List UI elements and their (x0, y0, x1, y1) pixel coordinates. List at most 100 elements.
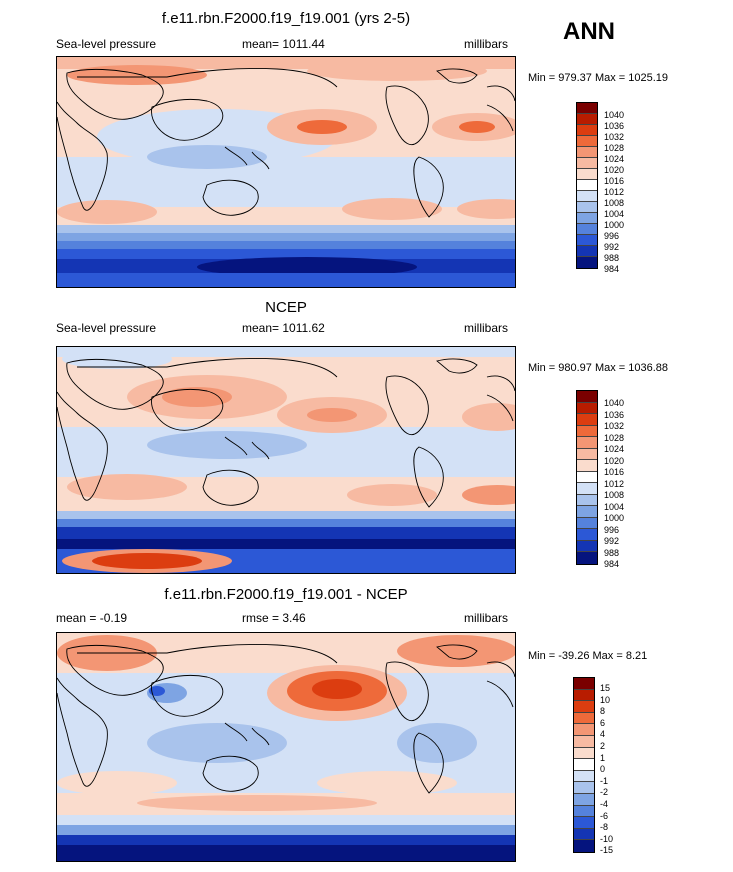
panel-3-colorbar-label: 15 (600, 683, 611, 693)
panel-3-colorbar-label: -15 (600, 845, 614, 856)
panel-1-colorbar-swatch (577, 158, 597, 169)
panel-3-colorbar-swatch (574, 770, 594, 783)
panel-3-minmax: Min = -39.26 Max = 8.21 (528, 650, 648, 662)
panel-2-minmax: Min = 980.97 Max = 1036.88 (528, 362, 669, 374)
panel-1-colorbar-swatch (577, 114, 597, 125)
panel-1-colorbar-label: 992 (604, 242, 620, 252)
panel-1-colorbar-label: 1028 (604, 143, 625, 153)
panel-1-colorbar-swatch (577, 257, 597, 268)
panel-3-map-field (57, 633, 515, 861)
panel-3-rmse-label: rmse = 3.46 (242, 611, 306, 625)
panel-2-colorbar-swatch (577, 414, 597, 426)
panel-2-colorbar-swatch (577, 540, 597, 552)
panel-2-colorbar-label: 1016 (604, 467, 625, 477)
panel-2-colorbar-label: 1008 (604, 490, 625, 500)
panel-2-colorbar-label: 988 (604, 547, 620, 558)
panel-1-colorbar-label: 1016 (604, 176, 625, 186)
panel-3-colorbar-swatch (574, 712, 594, 725)
panel-3-colorbar-label: 10 (600, 694, 611, 705)
panel-2-colorbar-swatch (577, 471, 597, 483)
panel-2-colorbar-swatch (577, 425, 597, 437)
panel-3-colorbar-swatch (574, 724, 594, 736)
panel-1-colorbar-label: 1004 (604, 209, 625, 219)
panel-2-colorbar-swatch (577, 448, 597, 460)
panel-3-colorbar-label: 2 (600, 741, 606, 751)
panel-2-colorbar-swatch (577, 402, 597, 414)
panel-1-colorbar-label: 1040 (604, 110, 625, 120)
panel-1-colorbar-label: 1012 (604, 187, 625, 197)
panel-3-colorbar-swatch (574, 735, 594, 748)
panel-1-map-field (57, 57, 515, 287)
panel-1-colorbar-swatch (577, 202, 597, 213)
panel-3-colorbar-label: -2 (600, 787, 609, 798)
panel-3-colorbar-label: -6 (600, 810, 609, 821)
panel-3-colorbar-swatch (574, 828, 594, 841)
panel-1-colorbar-label: 1000 (604, 220, 625, 230)
panel-1-colorbar-swatch (577, 136, 597, 147)
panel-2-colorbar-swatch (577, 437, 597, 449)
panel-2-colorbar-label: 1004 (604, 501, 625, 512)
panel-3-colorbar-swatch (574, 747, 594, 760)
panel-2-colorbar-label: 1024 (604, 444, 625, 454)
panel-3-colorbar-label: 4 (600, 729, 606, 740)
panel-2-colorbar-swatch (577, 517, 597, 529)
season-label: ANN (563, 18, 615, 45)
panel-1-colorbar-swatch (577, 180, 597, 191)
panel-2-variable-label: Sea-level pressure (56, 321, 157, 335)
panel-3-colorbar-label: 0 (600, 764, 606, 775)
panel-3-colorbar-swatch (574, 689, 594, 702)
panel-2-colorbar-label: 1028 (604, 432, 625, 443)
panel-2-colorbar-swatch (577, 506, 597, 518)
panel-2-colorbar-swatch (577, 460, 597, 472)
panel-2-units-label: millibars (464, 321, 509, 335)
panel-1-map (56, 56, 516, 288)
panel-1-colorbar-label: 1036 (604, 121, 625, 131)
panel-1-colorbar-swatch (577, 224, 597, 235)
panel-2-colorbar-label: 1036 (604, 409, 625, 420)
panel-2-colorbar-label: 1000 (604, 513, 625, 523)
panel-1-colorbar-label: 1008 (604, 198, 625, 208)
panel-3-colorbar (573, 677, 595, 853)
panel-3-colorbar-swatch (574, 793, 594, 806)
panel-3-colorbar-label: 1 (600, 752, 606, 763)
panel-1-colorbar-label: 988 (604, 253, 620, 263)
panel-2-colorbar-swatch (577, 391, 597, 403)
panel-1-minmax: Min = 979.37 Max = 1025.19 (528, 72, 669, 84)
panel-2-map-field (57, 347, 515, 573)
panel-3-units-label: millibars (464, 611, 509, 625)
panel-1-colorbar-swatch (577, 191, 597, 202)
panel-1-colorbar-label: 1024 (604, 154, 625, 164)
panel-2-colorbar-label: 992 (604, 536, 620, 546)
panel-2-colorbar-swatch (577, 552, 597, 564)
panel-3-colorbar-label: 6 (600, 717, 606, 728)
panel-1-units-label: millibars (464, 37, 509, 51)
panel-2-title: NCEP (265, 299, 307, 316)
panel-3-colorbar-swatch (574, 805, 594, 818)
panel-2-colorbar-label: 1020 (604, 455, 625, 466)
panel-1-colorbar-label: 1032 (604, 132, 625, 142)
panel-1-colorbar-swatch (577, 147, 597, 158)
panel-2-colorbar-label: 996 (604, 524, 620, 535)
panel-2-colorbar-label: 984 (604, 559, 620, 569)
panel-2-colorbar-label: 1040 (604, 398, 625, 408)
panel-2-colorbar-swatch (577, 494, 597, 506)
panel-2-colorbar-swatch (577, 529, 597, 541)
panel-2-colorbar-swatch (577, 483, 597, 495)
panel-2-map (56, 346, 516, 574)
panel-3-colorbar-label: -1 (600, 775, 609, 786)
panel-3-title: f.e11.rbn.F2000.f19_f19.001 - NCEP (164, 586, 408, 603)
panel-3-map (56, 632, 516, 862)
panel-2-colorbar-label: 1032 (604, 421, 625, 431)
panel-2-colorbar-label: 1012 (604, 478, 625, 489)
panel-1-colorbar-label: 1020 (604, 165, 625, 175)
panel-1-mean-label: mean= 1011.44 (242, 37, 325, 51)
panel-3-colorbar-swatch (574, 678, 594, 690)
panel-3-colorbar-swatch (574, 817, 594, 829)
panel-3-colorbar-label: -4 (600, 799, 609, 809)
panel-1-colorbar-label: 984 (604, 264, 620, 274)
panel-1-variable-label: Sea-level pressure (56, 37, 157, 51)
panel-1-colorbar-swatch (577, 235, 597, 246)
panel-1-colorbar-label: 996 (604, 231, 620, 241)
panel-1-colorbar-swatch (577, 213, 597, 224)
panel-3-colorbar-label: -10 (600, 833, 614, 844)
